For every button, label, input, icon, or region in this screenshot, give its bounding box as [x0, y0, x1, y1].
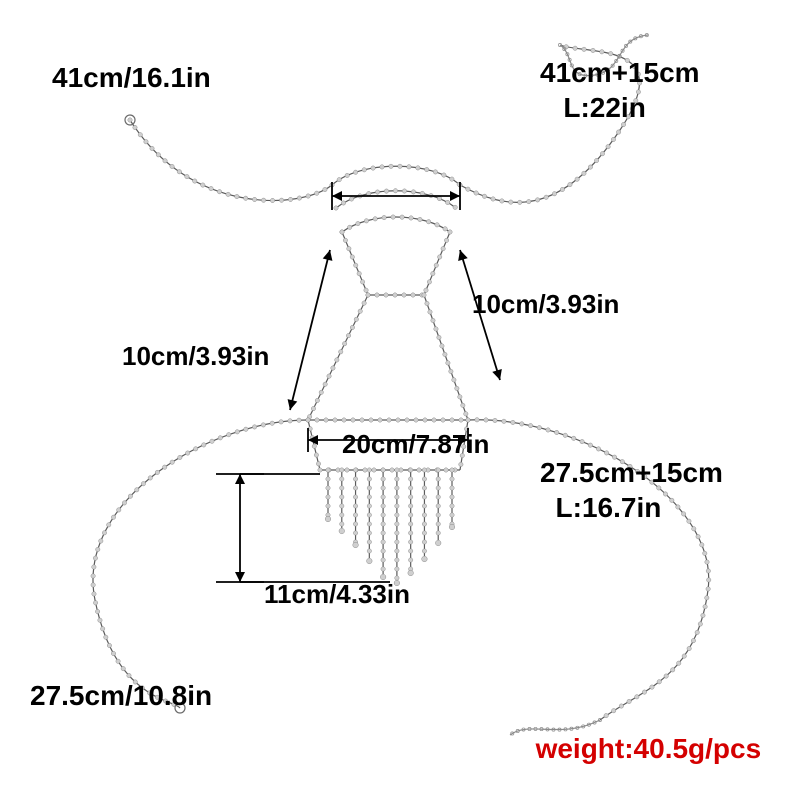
label-center-width: 20cm/7.87in: [342, 428, 489, 461]
label-bottom-left: 27.5cm/10.8in: [30, 678, 212, 713]
label-mid-right: 10cm/3.93in: [472, 288, 619, 321]
weight-label: weight:40.5g/pcs 1.43oz/pcs: [520, 695, 761, 800]
label-mid-left: 10cm/3.93in: [122, 340, 269, 373]
label-tassel-length: 11cm/4.33in: [264, 578, 410, 611]
label-top-left: 41cm/16.1in: [52, 60, 211, 95]
weight-line-1: weight:40.5g/pcs: [536, 733, 762, 764]
label-lower-right: 27.5cm+15cm L:16.7in: [540, 455, 723, 525]
label-top-right: 41cm+15cm L:22in: [540, 55, 700, 125]
